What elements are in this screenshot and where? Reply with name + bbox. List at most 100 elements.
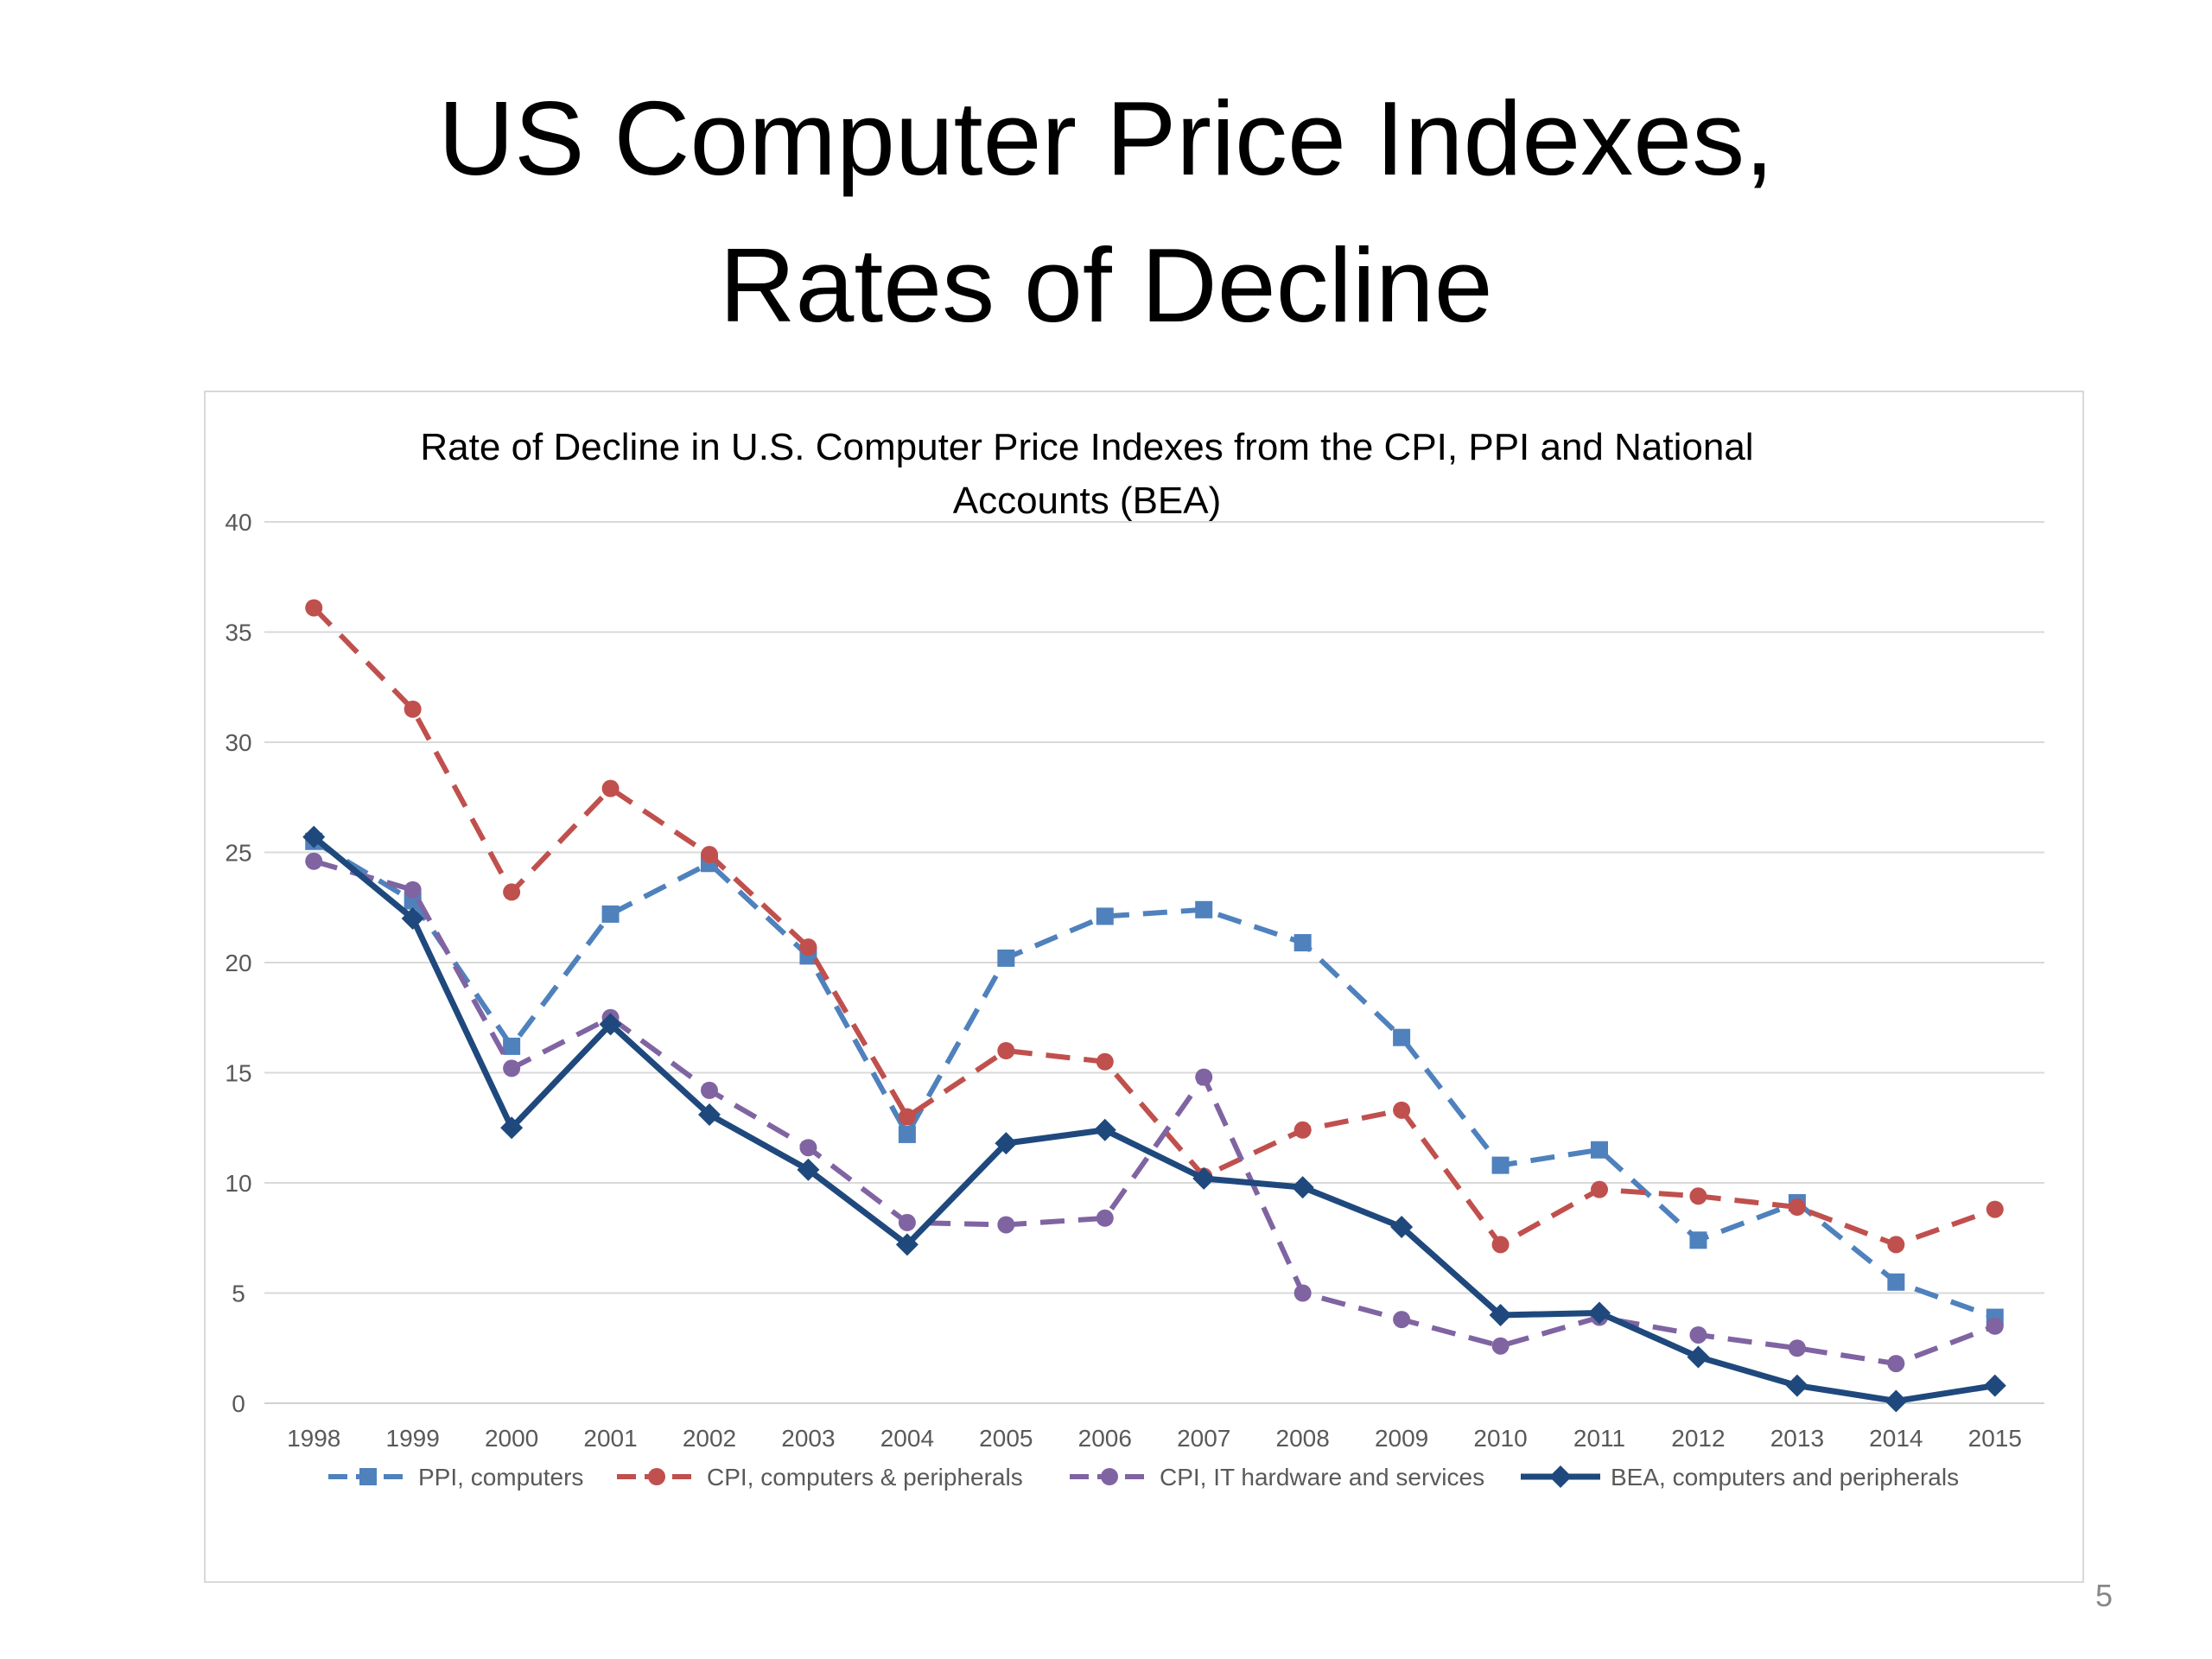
series-3-point bbox=[1195, 1068, 1213, 1086]
y-tick-label: 30 bbox=[225, 729, 251, 756]
series-2-point bbox=[1689, 1187, 1707, 1205]
series-3-point bbox=[1491, 1337, 1510, 1355]
series-4-point bbox=[500, 1116, 524, 1140]
series-4-point bbox=[895, 1233, 918, 1256]
series-1-point bbox=[1591, 1141, 1608, 1159]
series-1-point bbox=[898, 1125, 916, 1143]
series-4-point bbox=[797, 1158, 820, 1181]
line-chart: Rate of Decline in U.S. Computer Price I… bbox=[225, 426, 2044, 1491]
series-4-point bbox=[995, 1132, 1018, 1155]
legend-label-3: CPI, IT hardware and services bbox=[1160, 1464, 1484, 1491]
series-3-point bbox=[701, 1081, 718, 1099]
x-tick-label: 2010 bbox=[1473, 1425, 1527, 1452]
series-1-point bbox=[1195, 900, 1213, 918]
legend-label-4: BEA, computers and peripherals bbox=[1611, 1464, 1959, 1491]
series-4-point bbox=[1983, 1374, 2006, 1397]
series-4-point bbox=[1291, 1176, 1314, 1199]
series-2-point bbox=[1294, 1121, 1312, 1139]
x-tick-label: 2014 bbox=[1869, 1425, 1923, 1452]
series-1-point bbox=[1294, 934, 1312, 952]
series-2-point bbox=[1788, 1198, 1806, 1217]
series-1-point bbox=[1689, 1231, 1707, 1249]
series-4-point bbox=[1390, 1216, 1414, 1238]
x-tick-label: 2008 bbox=[1276, 1425, 1330, 1452]
chart-title-line-1: Rate of Decline in U.S. Computer Price I… bbox=[420, 426, 1753, 468]
chart-title-line-2: Accounts (BEA) bbox=[953, 480, 1222, 522]
legend-label-2: CPI, computers & peripherals bbox=[707, 1464, 1023, 1491]
series-2-point bbox=[1591, 1180, 1608, 1198]
legend-marker-4 bbox=[1549, 1465, 1572, 1488]
series-1-point bbox=[1491, 1156, 1510, 1174]
series-2-point bbox=[404, 700, 422, 718]
y-tick-label: 5 bbox=[232, 1281, 245, 1307]
series-3-point bbox=[799, 1139, 817, 1157]
series-3-point bbox=[997, 1216, 1015, 1234]
series-1-point bbox=[1096, 907, 1114, 925]
series-line-2 bbox=[312, 606, 1996, 1248]
legend-label-1: PPI, computers bbox=[418, 1464, 583, 1491]
series-2-point bbox=[305, 599, 323, 617]
series-line-1 bbox=[312, 839, 1996, 1320]
x-tick-label: 1999 bbox=[386, 1425, 440, 1452]
series-4-point bbox=[1885, 1389, 1908, 1413]
y-tick-label: 35 bbox=[225, 620, 251, 646]
y-tick-label: 0 bbox=[232, 1390, 245, 1417]
slide-title-line-1: US Computer Price Indexes, bbox=[438, 79, 1774, 197]
x-tick-label: 2001 bbox=[583, 1425, 637, 1452]
series-1-point bbox=[997, 949, 1015, 967]
series-2-point bbox=[898, 1108, 916, 1126]
series-2-point bbox=[1491, 1236, 1510, 1254]
y-tick-label: 10 bbox=[225, 1170, 251, 1197]
series-3-point bbox=[898, 1213, 916, 1231]
x-tick-label: 2011 bbox=[1573, 1425, 1625, 1452]
series-4-point bbox=[302, 825, 326, 849]
series-2-point bbox=[1096, 1052, 1114, 1071]
series-4-point bbox=[401, 907, 424, 930]
series-2-point bbox=[799, 938, 817, 957]
series-4-point bbox=[1588, 1301, 1611, 1325]
x-tick-label: 2012 bbox=[1671, 1425, 1725, 1452]
x-tick-label: 2000 bbox=[485, 1425, 538, 1452]
y-tick-label: 20 bbox=[225, 950, 251, 976]
page-number: 5 bbox=[2094, 1578, 2113, 1613]
series-4-point bbox=[1489, 1304, 1512, 1326]
series-4-point bbox=[599, 1013, 622, 1036]
series-2-point bbox=[1986, 1200, 2004, 1218]
x-tick-label: 2013 bbox=[1770, 1425, 1824, 1452]
series-line-4 bbox=[311, 834, 1996, 1404]
series-1-point bbox=[1887, 1273, 1905, 1291]
y-tick-label: 40 bbox=[225, 509, 251, 536]
series-4-point bbox=[698, 1103, 721, 1126]
series-1-point bbox=[1393, 1028, 1411, 1046]
x-tick-label: 2002 bbox=[683, 1425, 736, 1452]
x-tick-label: 2004 bbox=[880, 1425, 934, 1452]
series-line-3 bbox=[313, 858, 1996, 1367]
series-1-point bbox=[503, 1037, 521, 1055]
series-4-point bbox=[1093, 1118, 1116, 1141]
series-3-point bbox=[1986, 1317, 2004, 1335]
series-2-point bbox=[701, 846, 718, 864]
series-3-point bbox=[404, 880, 422, 899]
x-tick-label: 2009 bbox=[1375, 1425, 1428, 1452]
x-tick-label: 2003 bbox=[781, 1425, 835, 1452]
series-2-point bbox=[997, 1042, 1015, 1059]
x-tick-label: 2006 bbox=[1078, 1425, 1132, 1452]
series-4-point bbox=[1192, 1166, 1216, 1190]
series-2-point bbox=[1887, 1236, 1905, 1254]
x-tick-label: 2015 bbox=[1968, 1425, 2022, 1452]
series-2-point bbox=[503, 883, 521, 901]
x-tick-label: 2005 bbox=[979, 1425, 1033, 1452]
series-2-point bbox=[601, 779, 620, 798]
legend-marker-3 bbox=[1101, 1468, 1118, 1485]
series-3-point bbox=[1689, 1325, 1707, 1344]
slide-title: US Computer Price Indexes, Rates of Decl… bbox=[0, 65, 2212, 359]
series-3-point bbox=[503, 1059, 521, 1077]
series-2-point bbox=[1393, 1101, 1411, 1119]
y-tick-label: 15 bbox=[225, 1060, 251, 1087]
series-1-point bbox=[601, 905, 620, 923]
series-3-point bbox=[1096, 1209, 1114, 1227]
legend-marker-2 bbox=[648, 1468, 665, 1485]
chart-frame: Rate of Decline in U.S. Computer Price I… bbox=[204, 391, 2084, 1583]
legend-marker-1 bbox=[359, 1468, 377, 1485]
x-tick-label: 2007 bbox=[1177, 1425, 1230, 1452]
